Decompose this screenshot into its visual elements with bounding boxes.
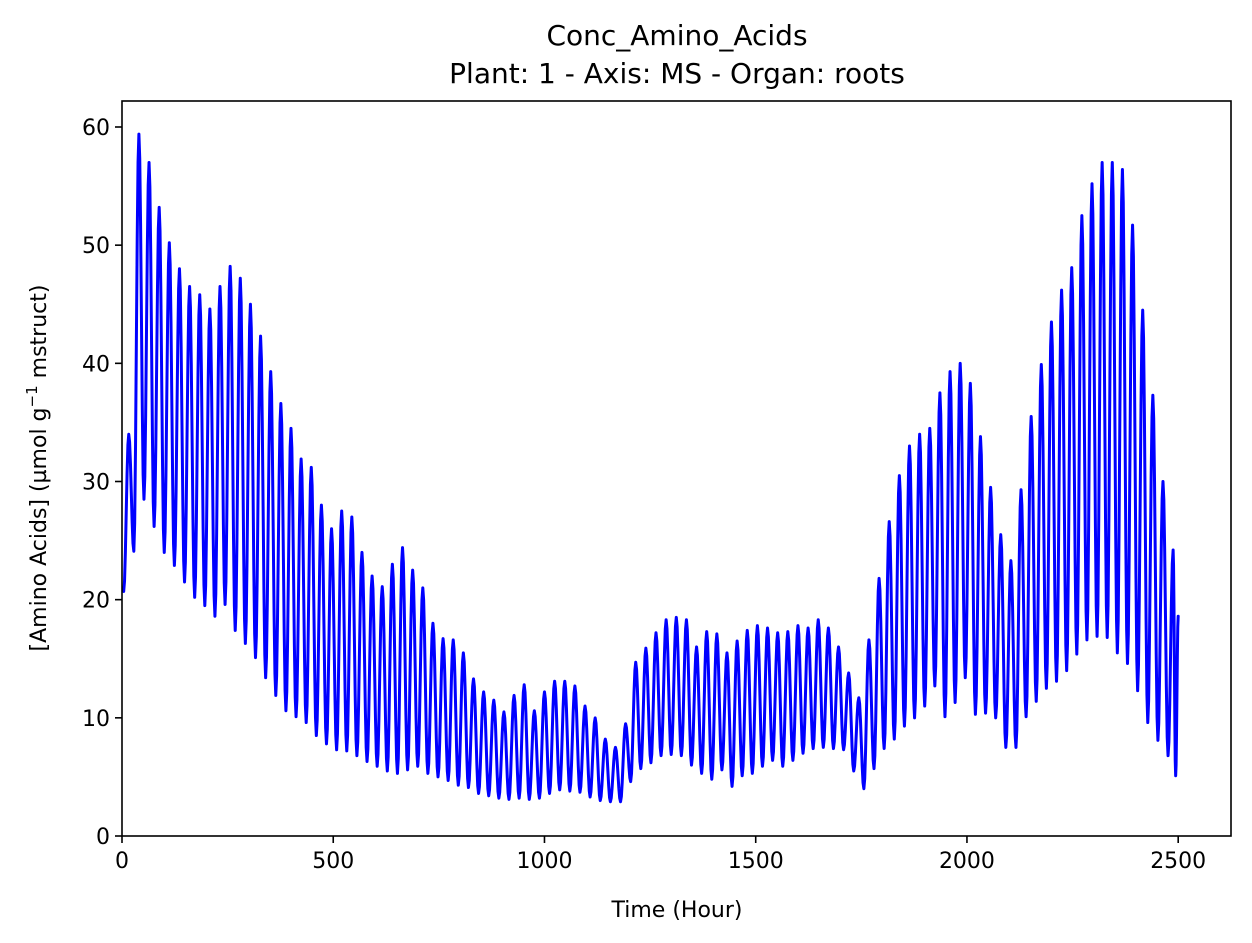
y-axis: 0 10 20 30 40 50 60 bbox=[82, 116, 122, 850]
y-axis-label: [Amino Acids] (µmol g−1 mstruct) bbox=[23, 285, 52, 652]
y-axis-label-sup: −1 bbox=[23, 385, 41, 407]
y-tick-label: 50 bbox=[82, 234, 110, 259]
plot-frame bbox=[121, 100, 1232, 837]
x-tick-label: 0 bbox=[115, 849, 129, 874]
x-axis-label: Time (Hour) bbox=[611, 898, 743, 923]
y-tick-label: 60 bbox=[82, 116, 110, 141]
plot-area bbox=[121, 100, 1232, 837]
y-tick-label: 40 bbox=[82, 352, 110, 377]
x-tick-label: 2500 bbox=[1150, 849, 1206, 874]
x-tick-label: 1000 bbox=[516, 849, 572, 874]
y-tick-label: 10 bbox=[82, 707, 110, 732]
x-tick-label: 2000 bbox=[939, 849, 995, 874]
x-tick-label: 1500 bbox=[728, 849, 784, 874]
x-axis: 0 500 1000 1500 2000 2500 bbox=[115, 836, 1206, 874]
y-tick-label: 0 bbox=[96, 825, 110, 850]
series-line bbox=[122, 132, 1180, 804]
y-axis-label-main: [Amino Acids] (µmol g bbox=[27, 407, 52, 651]
chart-subtitle: Plant: 1 - Axis: MS - Organ: roots bbox=[449, 57, 905, 90]
x-tick-label: 500 bbox=[312, 849, 354, 874]
y-tick-label: 30 bbox=[82, 470, 110, 495]
y-tick-label: 20 bbox=[82, 589, 110, 614]
chart-title: Conc_Amino_Acids bbox=[546, 19, 807, 52]
y-axis-label-tail: mstruct) bbox=[27, 285, 52, 386]
